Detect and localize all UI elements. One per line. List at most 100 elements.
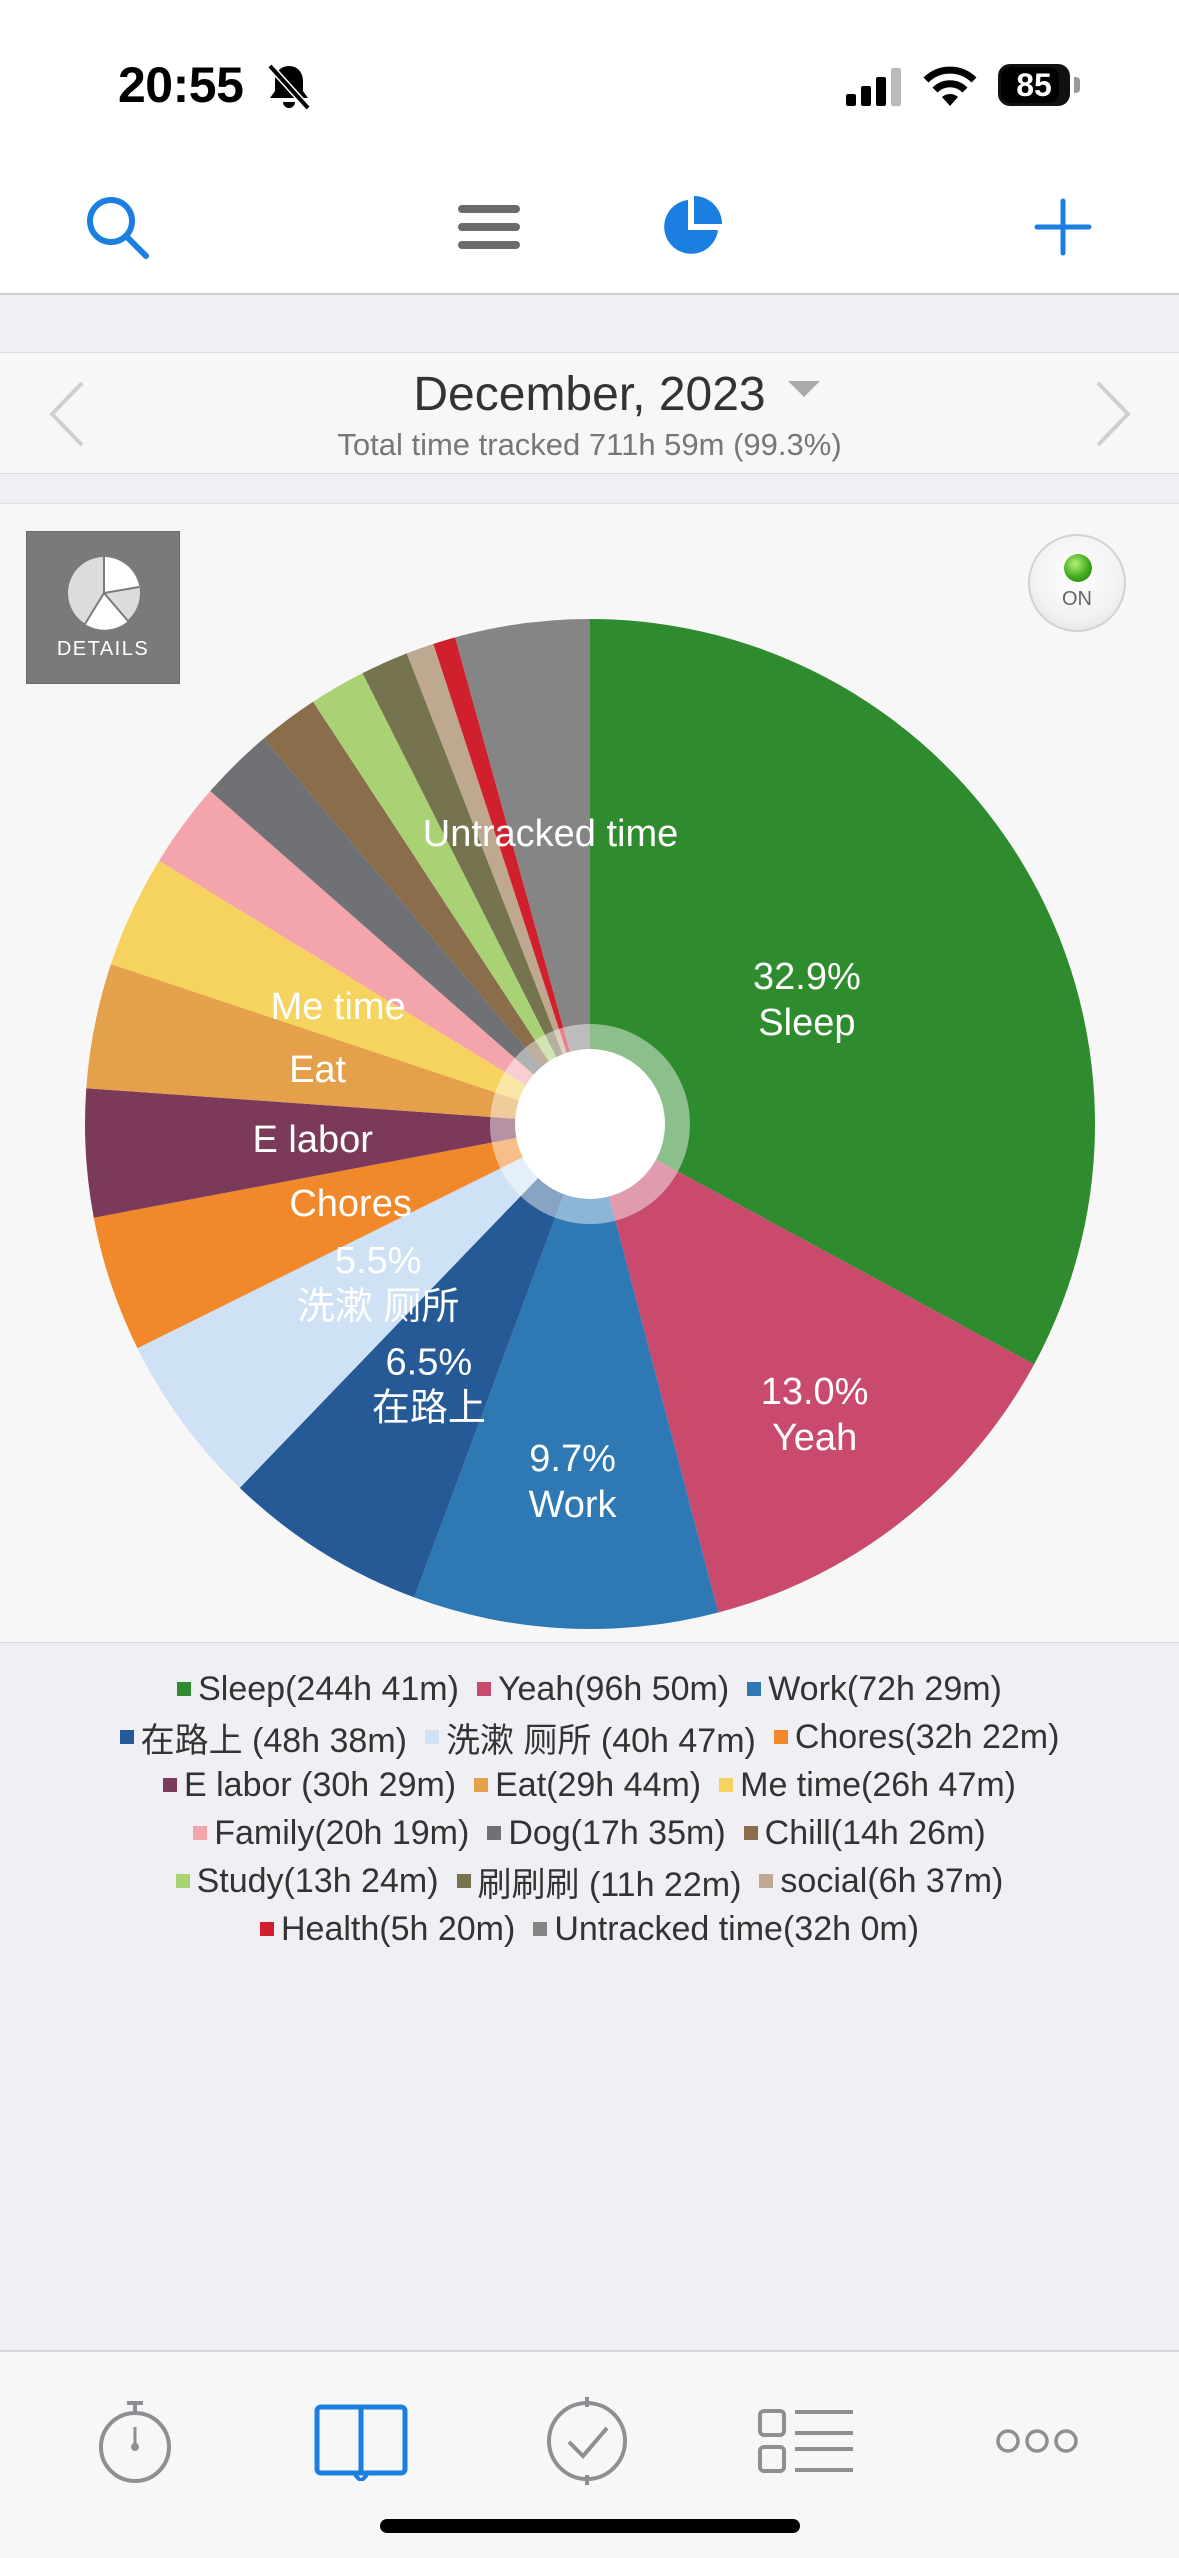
tab-more[interactable] bbox=[982, 2386, 1092, 2496]
tab-activities[interactable] bbox=[752, 2386, 862, 2496]
menu-button[interactable] bbox=[444, 182, 534, 272]
legend-item[interactable]: Yeah(96h 50m) bbox=[476, 1669, 730, 1709]
chart-panel: 32.9% Sleep 13.0% Yeah 9.7% Work 6.5% 在路上 5.5% 洗漱… bbox=[0, 503, 1179, 1643]
legend-item[interactable]: 在路上 (48h 38m) bbox=[119, 1713, 407, 1762]
slice-name-label: Untracked time bbox=[423, 813, 679, 855]
battery-level: 85 bbox=[1016, 67, 1052, 103]
legend-item[interactable]: Family(20h 19m) bbox=[193, 1814, 469, 1853]
legend-item[interactable]: Eat(29h 44m) bbox=[474, 1766, 701, 1805]
legend-swatch bbox=[476, 1682, 491, 1696]
slice-name-label: Me time bbox=[271, 986, 406, 1028]
pie-slice-sleep[interactable] bbox=[590, 619, 1095, 1365]
pie-slice-item-4[interactable] bbox=[137, 1124, 591, 1488]
previous-month-icon[interactable] bbox=[38, 379, 98, 449]
pie-slice-study[interactable] bbox=[313, 673, 590, 1124]
legend-swatch bbox=[119, 1730, 134, 1744]
legend-swatch bbox=[743, 1826, 758, 1840]
legend-label: 洗漱 厕所 (40h 47m) bbox=[445, 1721, 756, 1760]
bell-slash-icon bbox=[267, 63, 311, 111]
legend-item[interactable]: 刷刷刷 (11h 22m) bbox=[456, 1857, 741, 1906]
legend-swatch bbox=[175, 1874, 190, 1888]
legend-item[interactable]: Chores(32h 22m) bbox=[773, 1718, 1059, 1757]
next-month-icon[interactable] bbox=[1082, 379, 1142, 449]
on-label: ON bbox=[1062, 588, 1092, 610]
nav-bar bbox=[0, 160, 1179, 295]
legend-item[interactable]: Sleep(244h 41m) bbox=[177, 1670, 459, 1709]
pie-details-icon bbox=[68, 557, 140, 630]
details-button[interactable]: DETAILS bbox=[26, 531, 180, 684]
slice-name-label: Yeah bbox=[772, 1417, 857, 1459]
legend-label: Untracked time(32h 0m) bbox=[554, 1909, 920, 1948]
legend-swatch bbox=[747, 1682, 762, 1696]
legend-row: Sleep(244h 41m) Yeah(96h 50m) Work(72h 29m… bbox=[0, 1665, 1179, 1713]
slice-name-label: 洗漱 厕所 bbox=[297, 1286, 460, 1328]
legend-item[interactable]: Work(72h 29m) bbox=[747, 1670, 1002, 1709]
pie-slice-family[interactable] bbox=[159, 791, 590, 1124]
legend-item[interactable]: 洗漱 厕所 (40h 47m) bbox=[424, 1713, 756, 1762]
legend-row: Family(20h 19m) Dog(17h 35m) Chill(14h 26m… bbox=[0, 1809, 1179, 1857]
pie-slice-dog[interactable] bbox=[210, 738, 590, 1124]
legend-label: Work(72h 29m) bbox=[768, 1669, 1002, 1708]
legend-label: Yeah(96h 50m) bbox=[497, 1669, 730, 1708]
legend-label: 在路上 (48h 38m) bbox=[140, 1721, 407, 1760]
pie-slice-health[interactable] bbox=[433, 637, 590, 1124]
on-toggle[interactable]: ON bbox=[1028, 534, 1126, 632]
pie-slice-item-13[interactable] bbox=[362, 653, 590, 1124]
wifi-icon bbox=[923, 66, 977, 106]
tab-logbook[interactable] bbox=[306, 2386, 416, 2496]
pie-slice-work[interactable] bbox=[414, 1124, 719, 1629]
legend-item[interactable]: social(6h 37m) bbox=[759, 1862, 1003, 1901]
pie-slice-e-labor[interactable] bbox=[84, 1088, 590, 1218]
status-time: 20:55 bbox=[118, 57, 244, 113]
pie-slice-item-3[interactable] bbox=[239, 1124, 590, 1598]
add-icon bbox=[1034, 198, 1092, 256]
pie-chart-icon bbox=[664, 196, 722, 254]
legend-swatch bbox=[193, 1826, 208, 1840]
slice-name-label: Work bbox=[529, 1484, 618, 1526]
legend-item[interactable]: Study(13h 24m) bbox=[175, 1862, 439, 1901]
slice-percent-label: 5.5% bbox=[335, 1240, 422, 1282]
pie-slice-eat[interactable] bbox=[86, 964, 590, 1124]
legend-item[interactable]: Me time(26h 47m) bbox=[719, 1766, 1016, 1805]
pie-slice-untracked-time[interactable] bbox=[455, 619, 590, 1124]
legend-item[interactable]: Untracked time(32h 0m) bbox=[533, 1910, 919, 1949]
legend-label: Health(5h 20m) bbox=[280, 1909, 516, 1948]
legend-swatch bbox=[259, 1922, 274, 1936]
legend-swatch bbox=[424, 1730, 439, 1744]
tab-goals[interactable] bbox=[532, 2386, 642, 2496]
search-icon bbox=[87, 197, 149, 259]
book-icon bbox=[314, 2404, 408, 2481]
legend-label: Me time(26h 47m) bbox=[740, 1765, 1016, 1804]
legend-item[interactable]: E labor (30h 29m) bbox=[162, 1766, 456, 1805]
legend-item[interactable]: Health(5h 20m) bbox=[259, 1909, 516, 1949]
goal-check-icon bbox=[547, 2397, 627, 2485]
legend-swatch bbox=[719, 1778, 734, 1792]
status-bar: 20:55 85 bbox=[0, 0, 1179, 160]
pie-slice-chores[interactable] bbox=[93, 1124, 590, 1349]
pie-slice-yeah[interactable] bbox=[590, 1124, 1035, 1613]
pie-slice-chill[interactable] bbox=[263, 701, 590, 1124]
month-title[interactable]: December, 2023 bbox=[413, 368, 766, 421]
tab-timer[interactable] bbox=[80, 2386, 190, 2496]
pie-slice-social[interactable] bbox=[406, 643, 590, 1124]
legend-item[interactable]: Chill(14h 26m) bbox=[743, 1813, 986, 1853]
search-button[interactable] bbox=[72, 182, 162, 272]
stopwatch-icon bbox=[99, 2401, 171, 2483]
add-button[interactable] bbox=[1018, 182, 1108, 272]
pie-chart[interactable]: 32.9%Sleep 13.0%Yeah 9.7%Work 6.5%在路上 5.5%洗漱… bbox=[0, 504, 1179, 1642]
home-indicator bbox=[380, 2519, 800, 2533]
menu-icon bbox=[458, 205, 520, 249]
chevron-down-icon[interactable] bbox=[788, 381, 820, 397]
pie-slice-me-time[interactable] bbox=[110, 860, 591, 1124]
slice-percent-label: 13.0% bbox=[761, 1371, 869, 1413]
pie-chart-button[interactable] bbox=[646, 182, 736, 272]
legend-swatch bbox=[177, 1682, 192, 1696]
legend-label: Sleep(244h 41m) bbox=[198, 1669, 459, 1708]
legend-item[interactable]: Dog(17h 35m) bbox=[487, 1814, 726, 1853]
status-dot-icon bbox=[1064, 554, 1092, 582]
more-icon bbox=[996, 2429, 1078, 2453]
donut-hole bbox=[515, 1049, 665, 1199]
legend-row: Health(5h 20m) Untracked time(32h 0m) bbox=[0, 1905, 1179, 1953]
legend-label: Chill(14h 26m) bbox=[764, 1813, 986, 1852]
legend-label: social(6h 37m) bbox=[780, 1861, 1004, 1900]
